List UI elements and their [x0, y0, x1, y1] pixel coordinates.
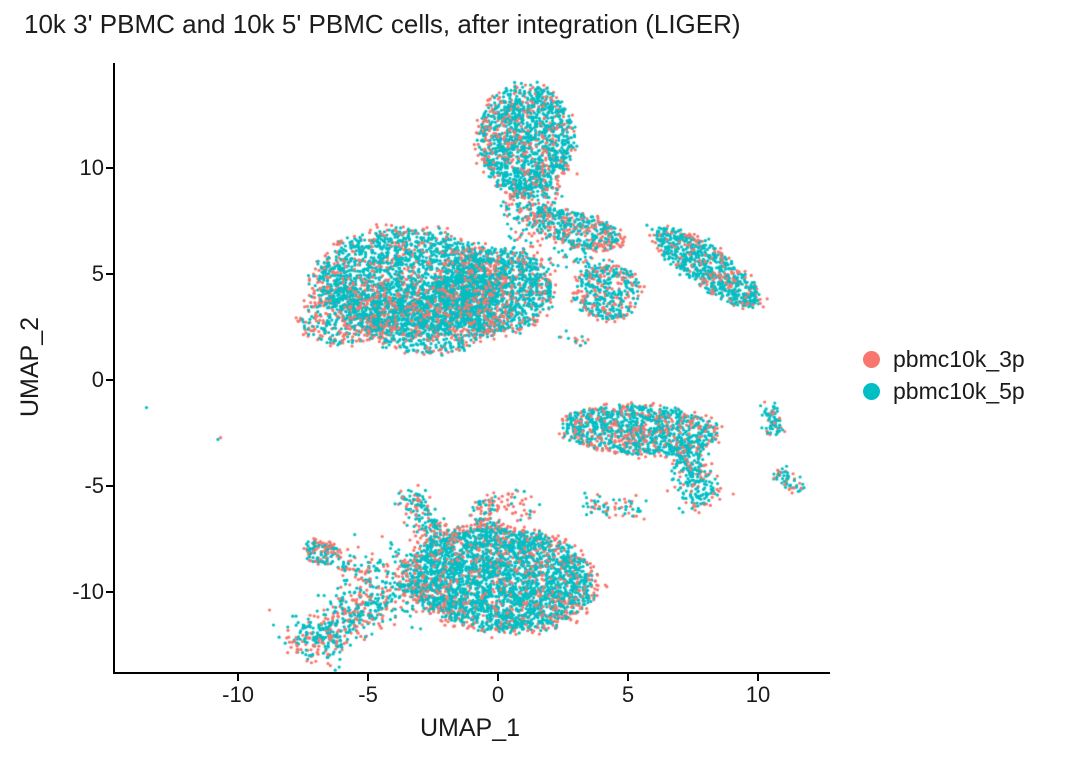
y-tick-mark [106, 166, 113, 169]
y-tick-mark [106, 485, 113, 488]
y-tick-label: 5 [91, 260, 104, 286]
y-axis-title: UMAP_2 [16, 316, 44, 418]
x-tick-label: -10 [222, 682, 254, 707]
plot-panel [113, 63, 830, 674]
legend: pbmc10k_3p pbmc10k_5p [856, 345, 1025, 405]
legend-dot-pbmc10k-5p [863, 382, 880, 400]
x-tick-label: 5 [621, 682, 635, 707]
x-tick-mark [757, 674, 760, 681]
scatter-points-canvas [115, 63, 830, 672]
y-tick-mark [106, 272, 113, 275]
legend-label-pbmc10k-5p: pbmc10k_5p [893, 377, 1025, 404]
legend-dot-pbmc10k-3p [863, 350, 880, 368]
legend-label-pbmc10k-3p: pbmc10k_3p [893, 345, 1025, 372]
x-tick-label: -5 [358, 682, 378, 707]
x-tick-mark [367, 674, 370, 681]
legend-item-pbmc10k-5p: pbmc10k_5p [856, 377, 1025, 405]
y-tick-label: -10 [72, 579, 104, 605]
x-tick-mark [237, 674, 240, 681]
y-tick-mark [106, 379, 113, 381]
x-tick-label: 10 [745, 682, 771, 707]
y-tick-label: 0 [91, 367, 104, 392]
x-tick-label: 0 [491, 682, 505, 707]
y-tick-mark [106, 591, 113, 594]
x-tick-mark [627, 674, 630, 681]
x-axis-title: UMAP_1 [419, 714, 521, 742]
x-tick-mark [497, 674, 500, 681]
legend-item-pbmc10k-3p: pbmc10k_3p [856, 345, 1025, 373]
y-tick-label: -5 [84, 473, 104, 499]
plot-title: 10k 3' PBMC and 10k 5' PBMC cells, after… [24, 9, 741, 39]
y-tick-label: 10 [79, 154, 104, 180]
